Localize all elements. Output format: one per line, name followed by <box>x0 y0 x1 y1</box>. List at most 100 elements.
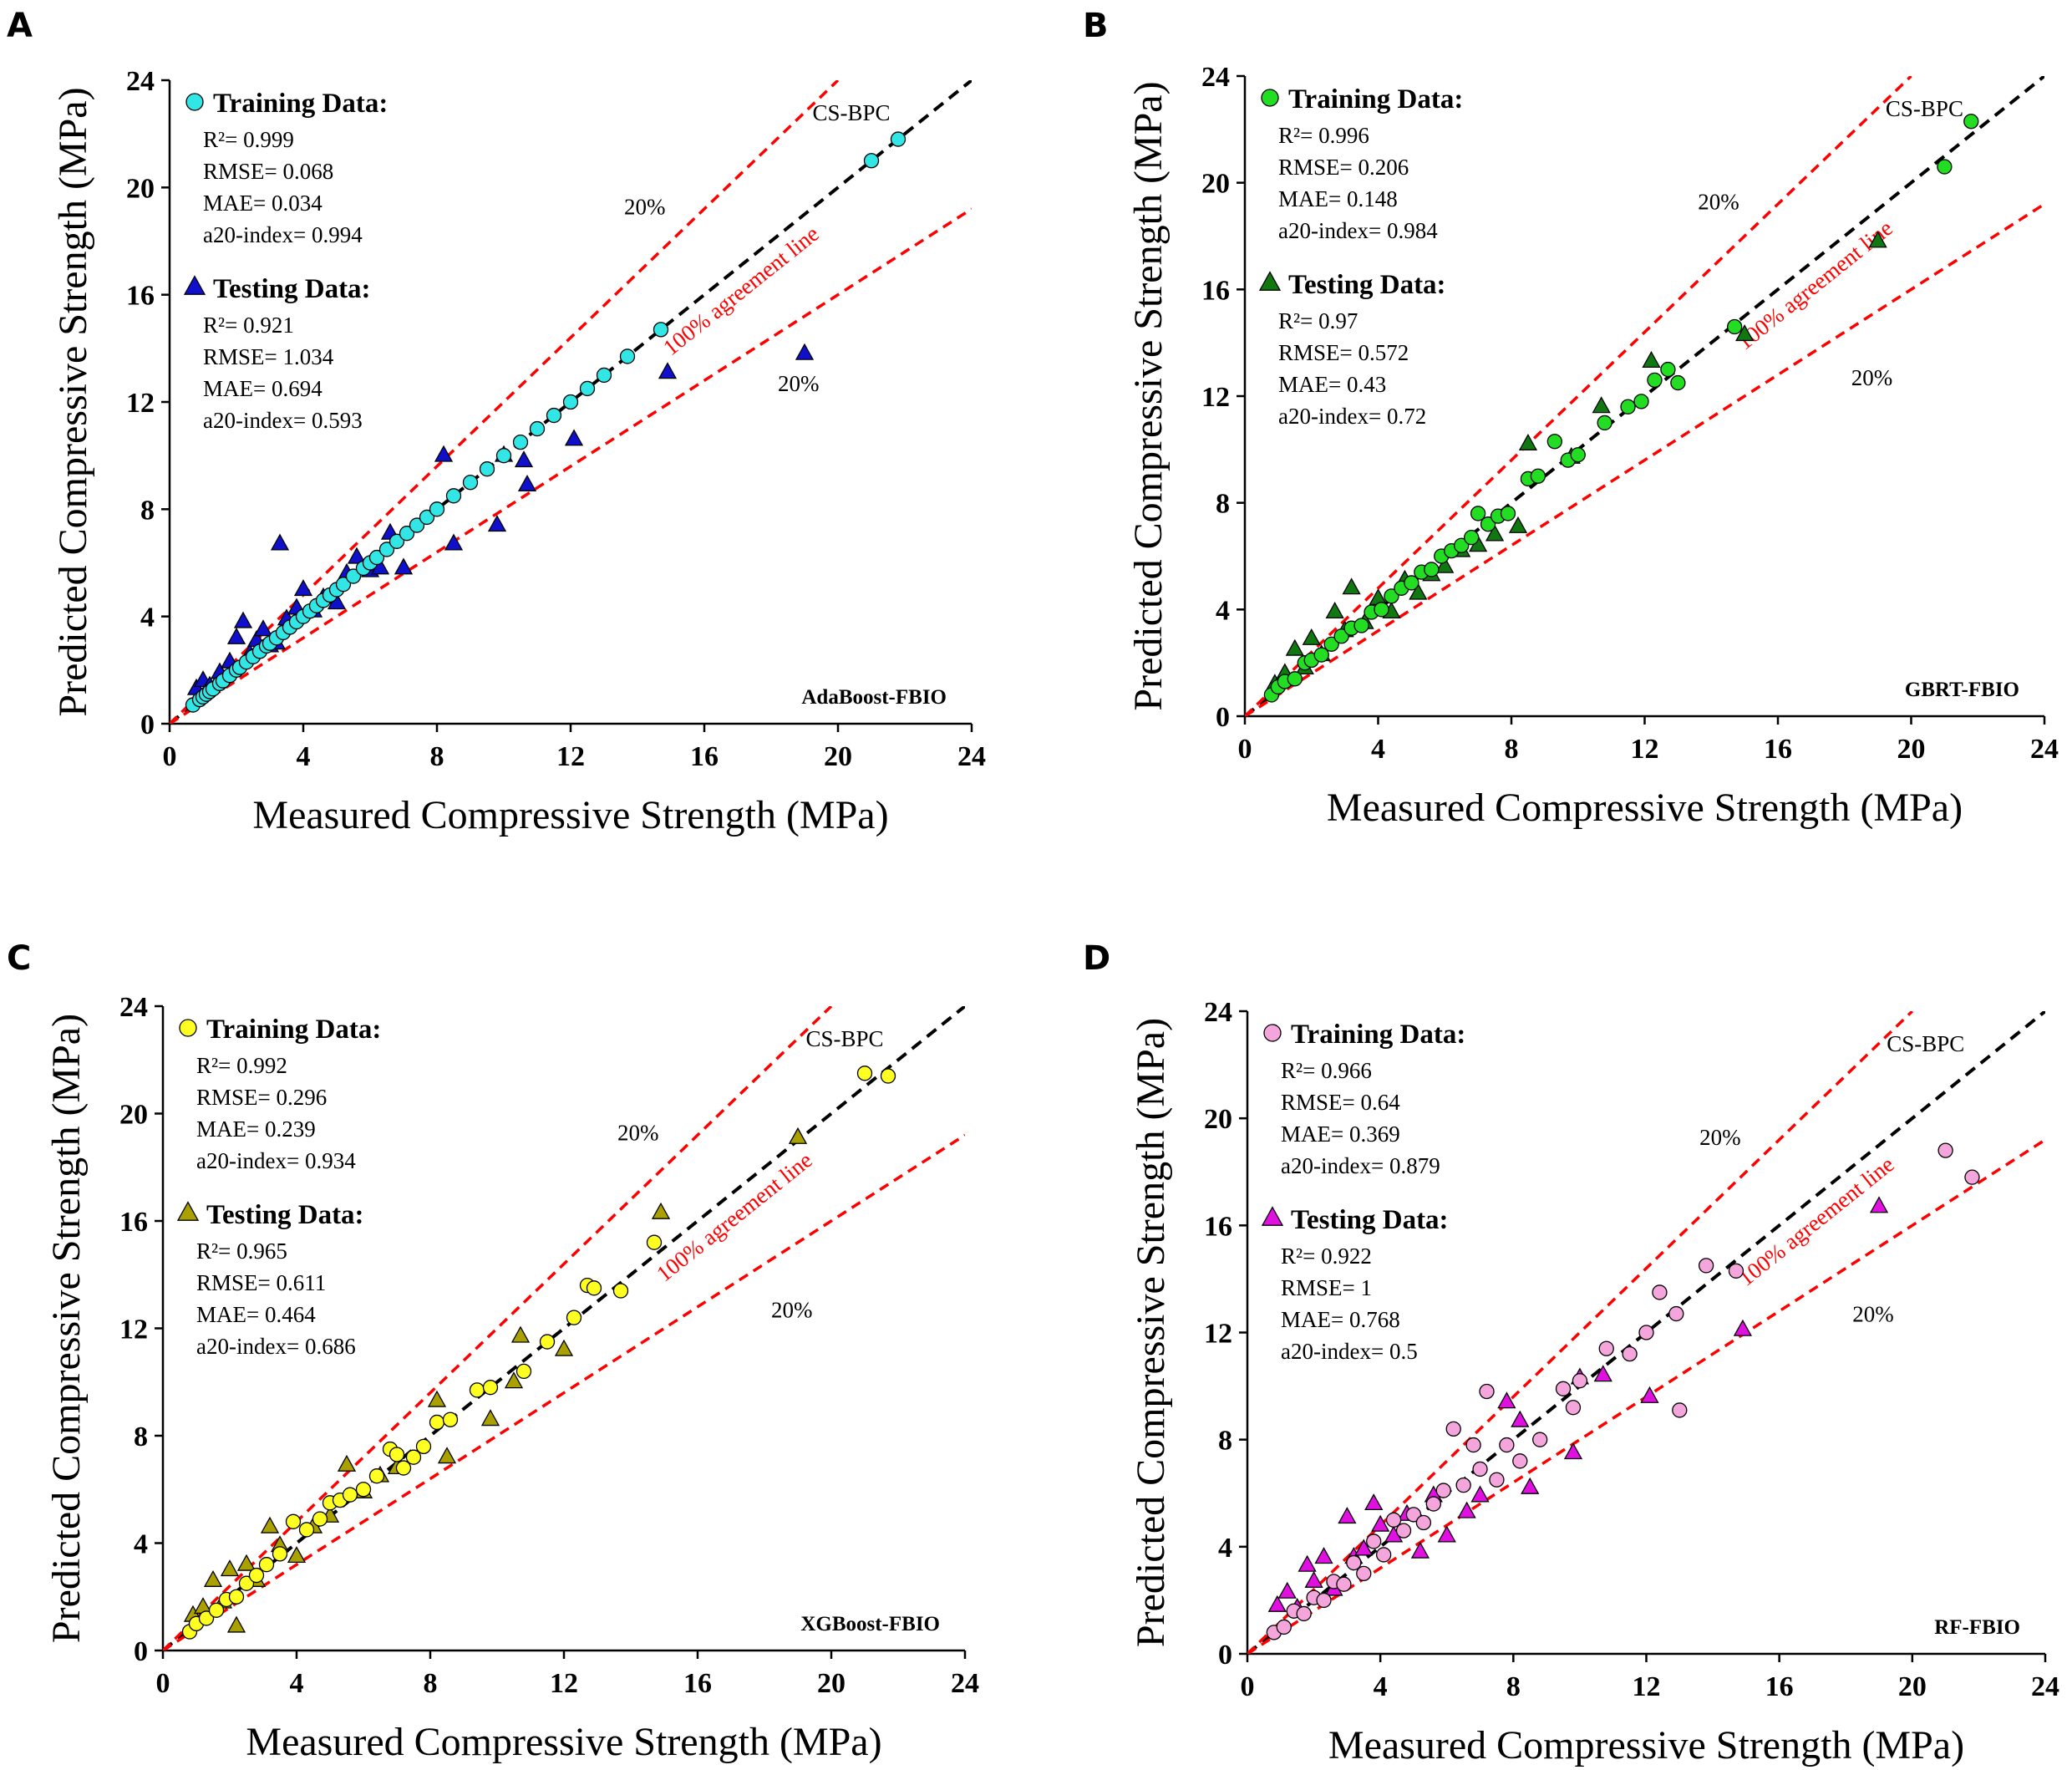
testing-point <box>1364 1493 1384 1511</box>
x-tick-label: 0 <box>156 1668 170 1699</box>
training-point <box>388 533 405 549</box>
data-points <box>185 131 906 713</box>
upper-tolerance-label: 20% <box>1698 190 1739 215</box>
testing-stat: MAE= 0.694 <box>203 376 322 401</box>
testing-point <box>337 1454 357 1472</box>
y-axis-title: Predicted Compressive Strength (MPa) <box>44 1014 89 1643</box>
x-tick-label: 0 <box>1238 734 1252 765</box>
testing-point <box>1302 628 1321 645</box>
testing-stat: a20-index= 0.686 <box>196 1334 356 1359</box>
legend-testing-label: Testing Data: <box>1288 270 1446 300</box>
y-tick-label: 0 <box>140 710 155 740</box>
training-point <box>1424 562 1440 577</box>
training-point <box>566 1310 582 1325</box>
training-point <box>298 1522 315 1538</box>
testing-point <box>1733 1319 1753 1336</box>
testing-point <box>233 611 253 628</box>
training-point <box>863 153 880 169</box>
legend-testing-label: Testing Data: <box>1291 1205 1449 1235</box>
upper-20pct-line <box>170 80 840 724</box>
model-name: RF-FBIO <box>1934 1616 2020 1639</box>
training-point <box>1374 602 1389 618</box>
y-tick-label: 16 <box>126 281 155 312</box>
y-tick-label: 8 <box>1218 1426 1232 1457</box>
testing-point <box>260 1516 280 1533</box>
training-point <box>429 1414 445 1431</box>
testing-point <box>444 533 464 551</box>
training-point <box>539 1334 556 1350</box>
x-tick-label: 24 <box>951 1668 979 1699</box>
x-tick-label: 24 <box>2030 734 2059 765</box>
testing-stat: RMSE= 0.572 <box>1278 340 1409 365</box>
agreement-line-label: 100% agreement line <box>1732 216 1897 355</box>
training-point <box>1333 628 1349 644</box>
x-tick-label: 4 <box>1371 734 1385 765</box>
training-point <box>1395 1523 1412 1539</box>
testing-point <box>517 474 537 491</box>
reference-lines <box>170 80 972 724</box>
training-point <box>248 1567 265 1584</box>
testing-point <box>293 579 313 597</box>
training-point <box>1572 1373 1588 1389</box>
training-stat: R²= 0.992 <box>196 1053 287 1078</box>
training-stat: RMSE= 0.64 <box>1281 1090 1400 1115</box>
training-stat: a20-index= 0.994 <box>203 222 363 247</box>
testing-point <box>203 1569 223 1587</box>
upper-tolerance-label: 20% <box>1699 1125 1740 1150</box>
x-tick-label: 20 <box>817 1668 846 1699</box>
x-tick-label: 12 <box>1633 1671 1661 1702</box>
training-point <box>272 1546 288 1562</box>
training-point <box>1353 618 1369 633</box>
data-points <box>181 1066 896 1640</box>
testing-point <box>1371 1514 1390 1532</box>
training-point <box>368 1468 385 1484</box>
legend-training-marker <box>179 1019 197 1037</box>
x-tick-label: 16 <box>1764 734 1792 765</box>
y-tick-label: 4 <box>1218 1533 1232 1564</box>
testing-point <box>220 1559 240 1577</box>
training-point <box>335 577 352 593</box>
training-point <box>1670 374 1686 391</box>
training-point <box>345 568 362 584</box>
upper-20pct-line <box>1247 1011 1914 1654</box>
legend-testing-label: Testing Data: <box>206 1200 364 1230</box>
training-point <box>429 501 445 517</box>
training-point <box>1532 1432 1548 1447</box>
training-point <box>415 1438 432 1454</box>
x-tick-label: 4 <box>1374 1671 1388 1702</box>
testing-point <box>1304 1570 1323 1588</box>
testing-stat: R²= 0.921 <box>203 313 294 338</box>
testing-point <box>347 547 367 564</box>
lower-20pct-line <box>163 1133 965 1650</box>
legend: Training Data: R²= 0.999 RMSE= 0.068 MAE= 0… <box>183 89 388 433</box>
testing-point <box>1267 1595 1287 1612</box>
x-tick-label: 0 <box>163 741 177 772</box>
testing-point <box>1485 524 1505 542</box>
testing-stat: a20-index= 0.5 <box>1281 1339 1418 1364</box>
x-tick-label: 4 <box>290 1668 304 1699</box>
training-point <box>495 448 512 464</box>
training-point <box>1405 1507 1422 1523</box>
y-tick-label: 16 <box>119 1207 148 1238</box>
testing-point <box>1642 351 1661 368</box>
panel-label: A <box>7 7 33 45</box>
training-stat: R²= 0.999 <box>203 127 294 152</box>
upper-20pct-line <box>163 1006 833 1650</box>
testing-point <box>788 1127 808 1144</box>
training-point <box>515 1363 532 1380</box>
training-point <box>442 1411 459 1427</box>
y-tick-label: 0 <box>1218 1640 1232 1671</box>
training-point <box>579 380 596 397</box>
training-point <box>529 420 546 437</box>
training-point <box>1404 575 1419 591</box>
data-points <box>1266 1142 1980 1640</box>
training-point <box>1672 1402 1688 1418</box>
y-tick-label: 4 <box>134 1529 148 1560</box>
training-point <box>1465 1437 1481 1453</box>
training-point <box>653 322 669 338</box>
y-tick-label: 12 <box>1201 382 1230 413</box>
legend-training-label: Training Data: <box>206 1015 381 1045</box>
training-point <box>1530 468 1546 484</box>
x-tick-label: 24 <box>957 741 986 772</box>
x-tick-label: 0 <box>1241 1671 1255 1702</box>
